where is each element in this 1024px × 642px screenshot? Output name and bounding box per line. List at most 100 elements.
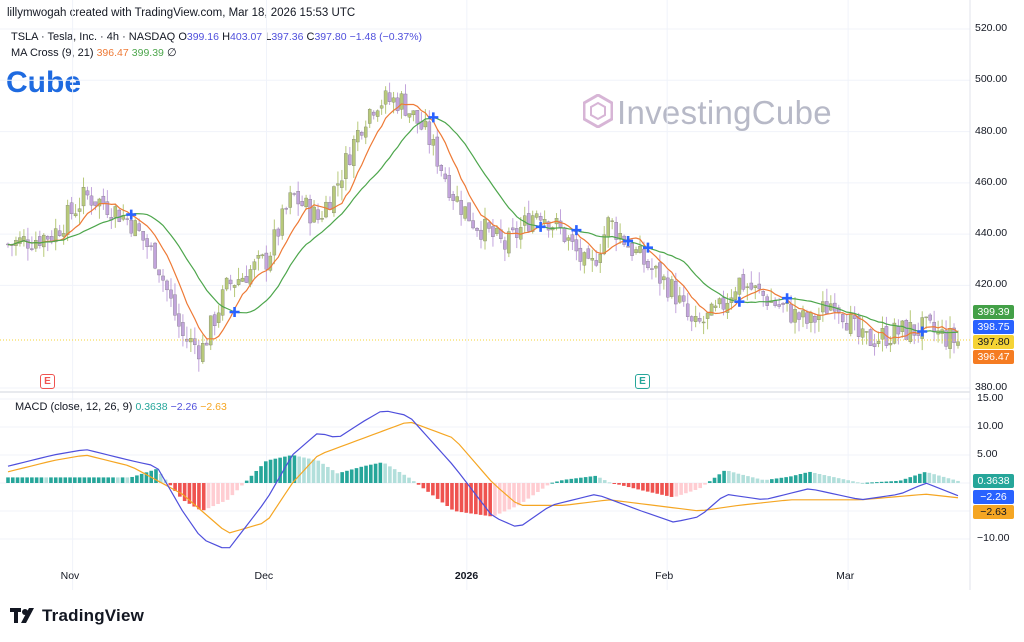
macd-hist-bar: [517, 483, 521, 506]
tradingview-logo-icon: [10, 608, 34, 623]
macd-hist-bar: [182, 483, 187, 502]
watermark-investingcube: InvestingCube: [617, 94, 832, 131]
macd-hist-bar: [956, 480, 960, 483]
candle-body: [137, 223, 141, 231]
macd-hist-bar: [650, 483, 655, 493]
macd-hist-bar: [469, 483, 473, 514]
candle-body: [173, 294, 177, 316]
close-label: C: [306, 31, 315, 43]
macd-hist-bar: [569, 478, 574, 483]
candle-body: [240, 277, 245, 282]
macd-hist-bar: [369, 464, 373, 483]
macd-hist-bar: [139, 473, 144, 483]
macd-hist-bar: [664, 483, 669, 496]
macd-hist-bar: [655, 483, 660, 494]
candle-body: [296, 191, 300, 205]
candle-body: [356, 130, 360, 143]
candle-body: [260, 254, 265, 257]
ma-fast-value: 396.47: [96, 47, 129, 59]
macd-hist-bar: [746, 476, 750, 483]
macd-hist-bar: [130, 476, 134, 483]
candle-body: [97, 198, 102, 207]
macd-hist-bar: [927, 472, 932, 483]
ma-slow-value: 399.39: [131, 47, 164, 59]
macd-hist-bar: [755, 478, 760, 483]
macd-hist-bar: [932, 474, 936, 483]
macd-hist-bar: [292, 455, 297, 483]
ma-hidden-icon[interactable]: ∅: [166, 47, 177, 59]
candle-body: [737, 277, 742, 295]
macd-hist-bar: [349, 469, 354, 483]
macd-hist-bar: [660, 483, 664, 495]
candle-body: [252, 261, 257, 270]
macd-hist-bar: [378, 462, 383, 483]
candle-body: [479, 229, 483, 240]
candle-body: [212, 314, 217, 327]
macd-hist-bar: [817, 474, 822, 483]
macd-hist-bar: [25, 477, 29, 483]
candle-body: [689, 316, 694, 322]
macd-hist-bar: [684, 483, 688, 494]
price-tick-label: 440.00: [975, 227, 1008, 240]
macd-hist-bar: [39, 477, 44, 483]
candle-body: [57, 230, 62, 236]
macd-hist-bar: [235, 483, 239, 491]
candle-body: [145, 238, 149, 248]
candle-body: [348, 154, 352, 165]
earnings-badge-2[interactable]: E: [635, 374, 650, 389]
tradingview-logo[interactable]: TradingView: [10, 606, 144, 626]
macd-hist-bar: [827, 476, 831, 483]
macd-hist-bar: [598, 477, 602, 483]
candle-body: [431, 139, 436, 146]
macd-hist-bar: [717, 474, 722, 483]
macd-hist-bar: [918, 473, 922, 483]
macd-hist-bar: [607, 482, 612, 484]
macd-hist-bar: [221, 483, 225, 502]
macd-hist-bar: [92, 477, 96, 483]
candle-body: [538, 216, 543, 221]
candle-body: [944, 330, 948, 347]
macd-hist-bar: [30, 477, 34, 483]
macd-hist-bar: [836, 478, 841, 483]
candle-body: [216, 312, 221, 323]
open-label: O: [178, 31, 187, 43]
macd-hist-bar: [454, 483, 459, 512]
macd-signal-tag: −2.63: [973, 505, 1014, 519]
candle-body: [749, 282, 754, 290]
macd-hist-bar: [445, 483, 449, 507]
candle-body: [45, 236, 50, 240]
ma-fast-price-tag: 396.47: [973, 350, 1014, 364]
candle-body: [586, 248, 591, 259]
macd-hist-bar: [798, 474, 803, 483]
macd-hist-bar: [321, 463, 325, 483]
price-tick-label: 480.00: [975, 124, 1008, 137]
macd-hist-bar: [879, 481, 884, 483]
macd-lines: [7, 410, 959, 549]
macd-legend: MACD (close, 12, 26, 9) 0.3638 −2.26 −2.…: [15, 401, 227, 413]
candle-body: [228, 279, 233, 285]
macd-hist-bar: [583, 477, 588, 483]
macd-hist-bar: [392, 469, 397, 483]
macd-signal-value: −2.63: [200, 401, 227, 413]
macd-hist-bar: [832, 477, 836, 483]
candle-body: [952, 327, 956, 343]
macd-hist-bar: [488, 483, 492, 517]
macd-hist-bar: [679, 483, 683, 495]
price-tick-label: 420.00: [975, 278, 1008, 291]
macd-hist-bar: [49, 477, 53, 483]
candle-body: [781, 302, 785, 305]
ma-slow-line: [7, 116, 959, 334]
macd-tick-label: 10.00: [977, 420, 1004, 432]
candle-body: [606, 217, 610, 238]
earnings-badge-1[interactable]: E: [40, 374, 55, 389]
tradingview-brand: TradingView: [42, 606, 145, 625]
candle-body: [773, 300, 777, 306]
candle-body: [308, 198, 312, 224]
candle-body: [844, 323, 849, 331]
chart-area[interactable]: [0, 0, 1024, 600]
candle-body: [181, 322, 185, 336]
candle-body: [244, 276, 249, 283]
ma-cross-marker: [642, 242, 653, 253]
macd-hist-bar: [645, 483, 650, 492]
candle-body: [463, 206, 467, 219]
